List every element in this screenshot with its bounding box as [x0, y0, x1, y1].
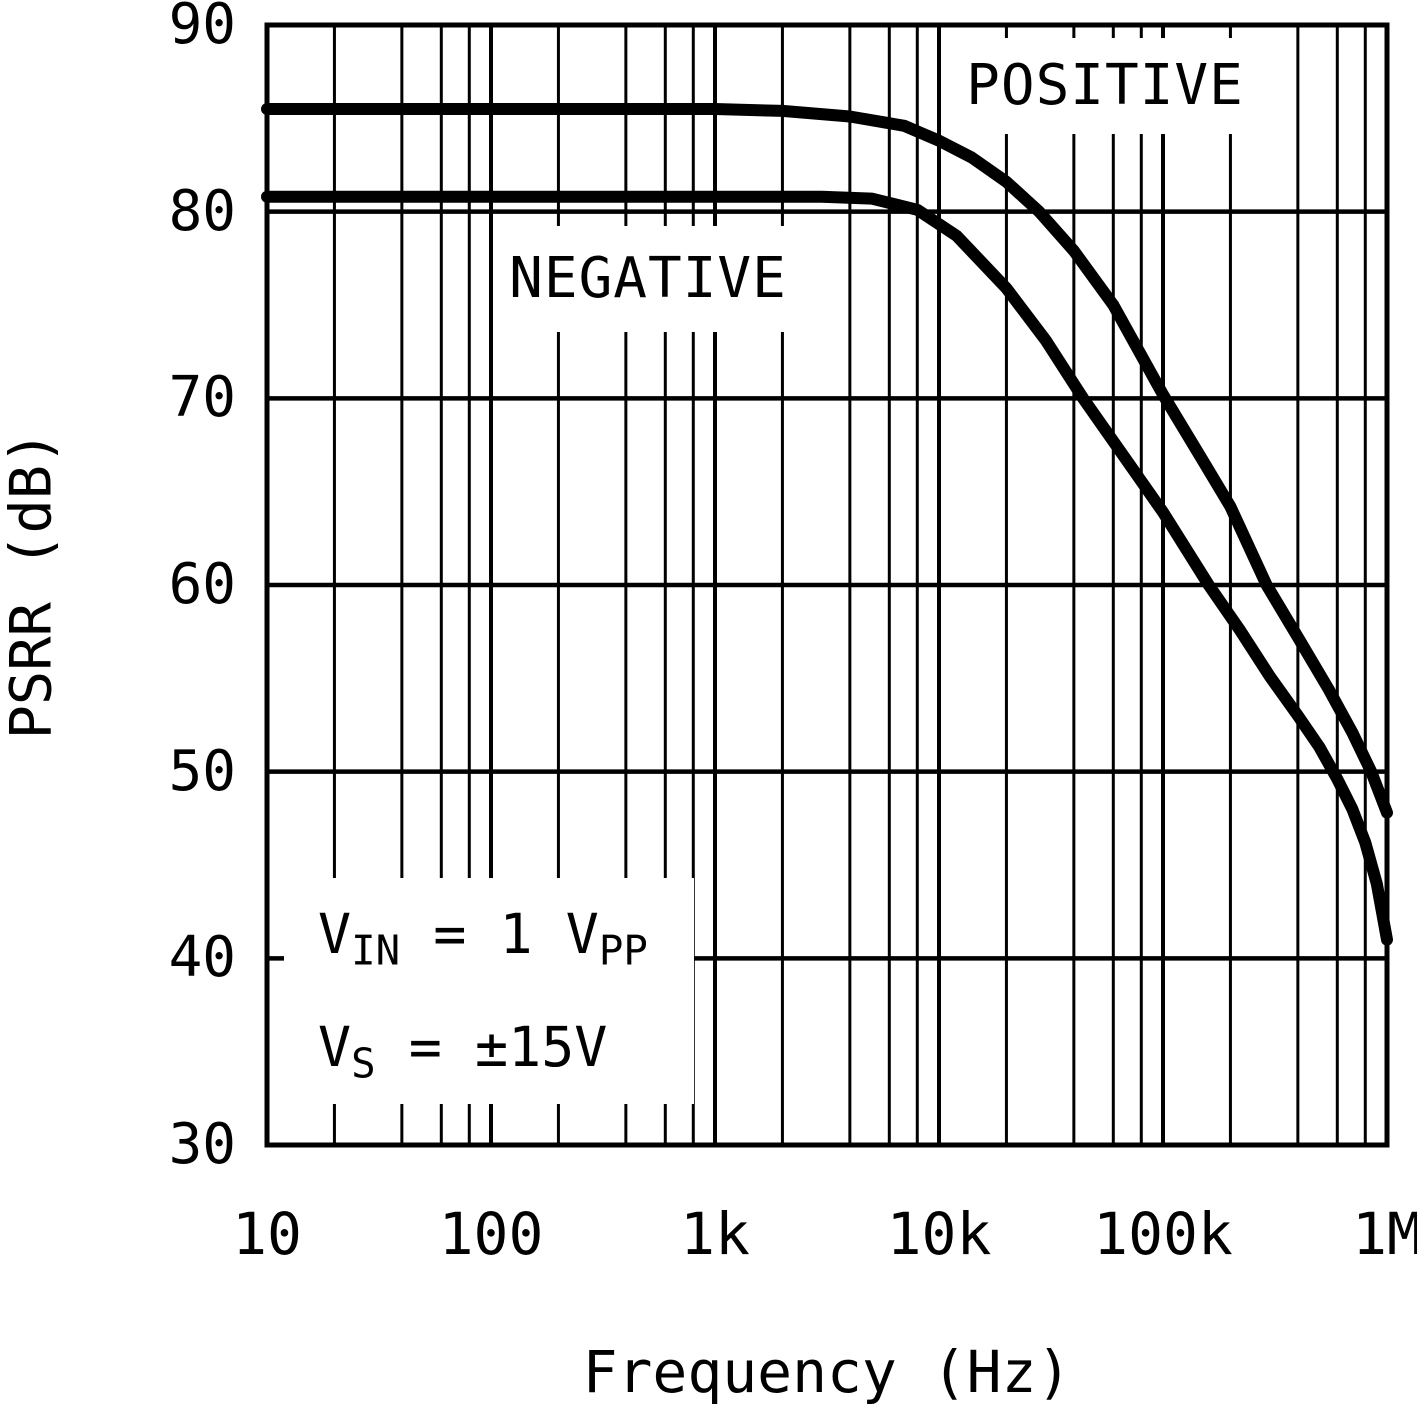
annotation-line-vin: VIN = 1 VPP — [318, 907, 648, 971]
y-tick-label-30: 30 — [168, 1112, 236, 1177]
vs-value: = ±15V — [375, 1015, 608, 1079]
x-tick-label-1k: 1k — [680, 1200, 750, 1268]
curve-negative — [261, 190, 1393, 946]
vin-value: = 1 — [400, 902, 566, 966]
vs-symbol: V — [318, 1015, 352, 1079]
y-tick-label-70: 70 — [168, 365, 236, 431]
x-tick-label-10: 10 — [232, 1200, 302, 1268]
plot-border — [264, 22, 1390, 1148]
y-axis-title: PSRR (dB) — [0, 430, 65, 740]
x-tick-label-100: 100 — [438, 1200, 544, 1268]
label-mask-layer — [284, 38, 1262, 1104]
curve-positive — [261, 103, 1393, 819]
vin-symbol: V — [318, 902, 352, 966]
y-tick-label-40: 40 — [168, 925, 236, 991]
vpp-subscript: PP — [598, 926, 648, 975]
series-label-negative: NEGATIVE — [509, 246, 787, 311]
curve-layer — [261, 103, 1393, 946]
y-tick-label-60: 60 — [168, 552, 236, 617]
test-conditions-annotation: VIN = 1 VPP VS = ±15V — [284, 878, 694, 1104]
y-tick-label-90: 90 — [168, 0, 236, 57]
x-axis-title: Frequency (Hz) — [582, 1338, 1072, 1406]
x-tick-label-100k: 100k — [1093, 1200, 1233, 1268]
axis-frame-layer — [264, 22, 1390, 1148]
negative-label-mask — [502, 226, 794, 332]
series-label-positive: POSITIVE — [966, 53, 1244, 118]
y-tick-label-80: 80 — [168, 178, 236, 244]
vpp-symbol: V — [565, 902, 599, 966]
vin-subscript: IN — [351, 926, 401, 975]
positive-label-mask — [948, 38, 1262, 134]
y-tick-label-50: 50 — [168, 738, 236, 804]
x-tick-label-1M: 1M — [1352, 1200, 1417, 1268]
vs-subscript: S — [351, 1039, 376, 1088]
annotation-mask — [284, 878, 694, 1104]
annotation-line-vs: VS = ±15V — [318, 1020, 607, 1084]
x-tick-label-10k: 10k — [886, 1200, 992, 1268]
